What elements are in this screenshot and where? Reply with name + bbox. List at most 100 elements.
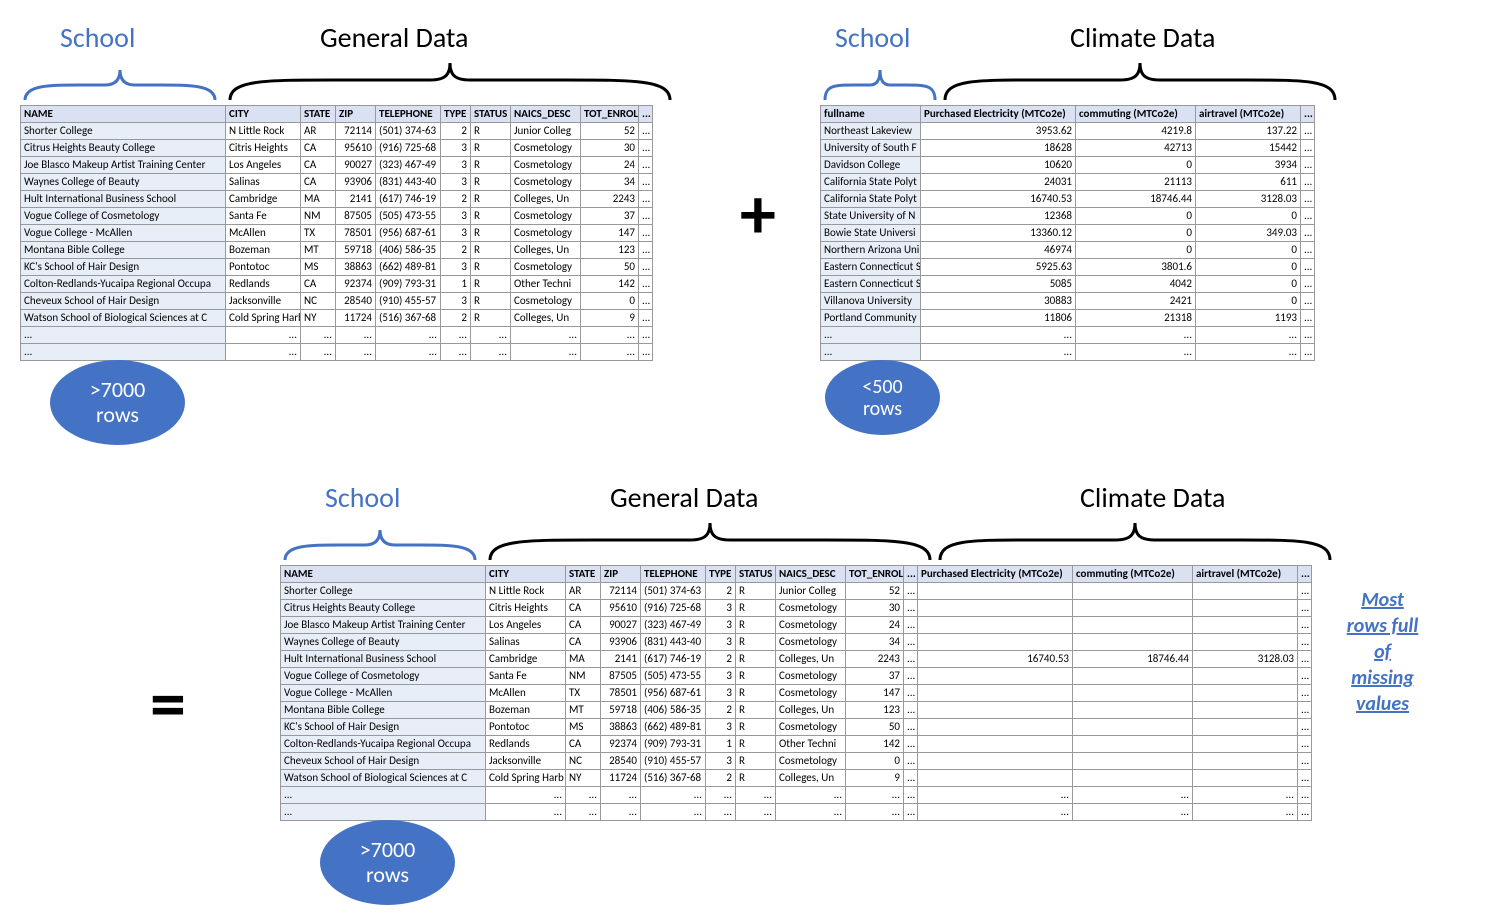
table-cell: 24 — [846, 617, 904, 634]
table-cell: University of South F — [821, 140, 921, 157]
table-row: Villanova University3088324210... — [821, 293, 1315, 310]
table-cell: Pontotoc — [486, 719, 566, 736]
table-cell: Villanova University — [821, 293, 921, 310]
table-cell — [1073, 583, 1193, 600]
table-cell: Northeast Lakeview — [821, 123, 921, 140]
table-cell: ... — [601, 804, 641, 821]
table-cell — [1193, 668, 1298, 685]
table-cell: ... — [736, 804, 776, 821]
table-cell: ... — [581, 344, 639, 361]
table-cell — [1073, 702, 1193, 719]
table-cell: R — [471, 140, 511, 157]
table-row: Montana Bible CollegeBozemanMT59718(406)… — [21, 242, 653, 259]
table-row: Citrus Heights Beauty CollegeCitris Heig… — [281, 600, 1312, 617]
table-cell: Junior Colleg — [511, 123, 581, 140]
table-cell — [918, 583, 1073, 600]
merge-diagram: School General Data NAMECITYSTATEZIPTELE… — [20, 20, 1479, 894]
table-row: Montana Bible CollegeBozemanMT59718(406)… — [281, 702, 1312, 719]
table-row: ............... — [821, 327, 1315, 344]
table-cell: 3 — [441, 225, 471, 242]
table-cell: R — [736, 702, 776, 719]
table-cell: ... — [1196, 344, 1301, 361]
table-cell: 78501 — [601, 685, 641, 702]
table-cell: 93906 — [336, 174, 376, 191]
table-cell: 2141 — [601, 651, 641, 668]
table-cell — [918, 770, 1073, 787]
table-cell: 1 — [706, 736, 736, 753]
table-cell: ... — [921, 327, 1076, 344]
table-cell: Colleges, Un — [511, 310, 581, 327]
table-cell: ... — [846, 787, 904, 804]
bracket-school-1 — [20, 55, 220, 105]
table-cell: 21318 — [1076, 310, 1196, 327]
table-cell: Eastern Connecticut S — [821, 276, 921, 293]
table-cell: ... — [1301, 140, 1315, 157]
table-cell: 90027 — [601, 617, 641, 634]
table-cell: ... — [918, 787, 1073, 804]
table-cell: ... — [1298, 702, 1312, 719]
table-cell: (323) 467-49 — [376, 157, 441, 174]
table-cell: Other Techni — [511, 276, 581, 293]
table-cell: ... — [639, 174, 653, 191]
table-cell: Shorter College — [281, 583, 486, 600]
table-cell: ... — [301, 327, 336, 344]
table-cell: ... — [846, 804, 904, 821]
table-cell: 349.03 — [1196, 225, 1301, 242]
table-cell: ... — [904, 583, 918, 600]
table-row: Colton-Redlands-Yucaipa Regional OccupaR… — [281, 736, 1312, 753]
table-row: ........................................… — [281, 787, 1312, 804]
label-school-3: School — [325, 480, 400, 515]
table-cell — [1193, 753, 1298, 770]
table-row: Vogue College of CosmetologySanta FeNM87… — [21, 208, 653, 225]
table-cell: ... — [1076, 327, 1196, 344]
table-cell — [918, 617, 1073, 634]
table-cell: 9 — [846, 770, 904, 787]
table-cell: R — [736, 583, 776, 600]
table-cell: ... — [1301, 242, 1315, 259]
table-cell: ... — [1298, 753, 1312, 770]
table-cell: ... — [1301, 191, 1315, 208]
table-cell: ... — [1301, 344, 1315, 361]
table-cell: 2 — [441, 242, 471, 259]
table-cell: R — [736, 600, 776, 617]
table-cell: 28540 — [336, 293, 376, 310]
table-cell: Citris Heights — [226, 140, 301, 157]
table-cell: (617) 746-19 — [641, 651, 706, 668]
table-cell: (916) 725-68 — [376, 140, 441, 157]
table-row: ............... — [821, 344, 1315, 361]
table-cell: Cosmetology — [511, 225, 581, 242]
table-cell: ... — [441, 344, 471, 361]
table-cell: Colton-Redlands-Yucaipa Regional Occupa — [21, 276, 226, 293]
table-cell: ... — [639, 140, 653, 157]
table-cell: Colton-Redlands-Yucaipa Regional Occupa — [281, 736, 486, 753]
table-cell: Vogue College of Cosmetology — [281, 668, 486, 685]
table-cell: Colleges, Un — [776, 651, 846, 668]
table-cell: ... — [904, 668, 918, 685]
table-cell: R — [471, 242, 511, 259]
table-cell: 0 — [1196, 293, 1301, 310]
table-cell: ... — [639, 157, 653, 174]
table-cell: 1 — [441, 276, 471, 293]
table-cell: Montana Bible College — [21, 242, 226, 259]
table-cell: 92374 — [336, 276, 376, 293]
bracket-climate-2 — [935, 515, 1335, 565]
table-cell: CA — [566, 617, 601, 634]
table-cell: 37 — [581, 208, 639, 225]
table-cell: ... — [641, 787, 706, 804]
table-cell: 18746.44 — [1076, 191, 1196, 208]
column-header: ... — [1298, 566, 1312, 583]
table-cell: Waynes College of Beauty — [21, 174, 226, 191]
table-cell — [1193, 770, 1298, 787]
table-cell: (662) 489-81 — [376, 259, 441, 276]
table-cell: (406) 586-35 — [641, 702, 706, 719]
table-cell: Vogue College - McAllen — [21, 225, 226, 242]
column-header: TOT_ENROLL — [846, 566, 904, 583]
table-cell: ... — [776, 804, 846, 821]
table-cell: Junior Colleg — [776, 583, 846, 600]
table-cell: ... — [1298, 600, 1312, 617]
table-cell: Cosmetology — [511, 174, 581, 191]
table-cell: ... — [1301, 174, 1315, 191]
table-cell: ... — [1301, 208, 1315, 225]
table-cell: R — [471, 259, 511, 276]
table-cell: ... — [904, 634, 918, 651]
